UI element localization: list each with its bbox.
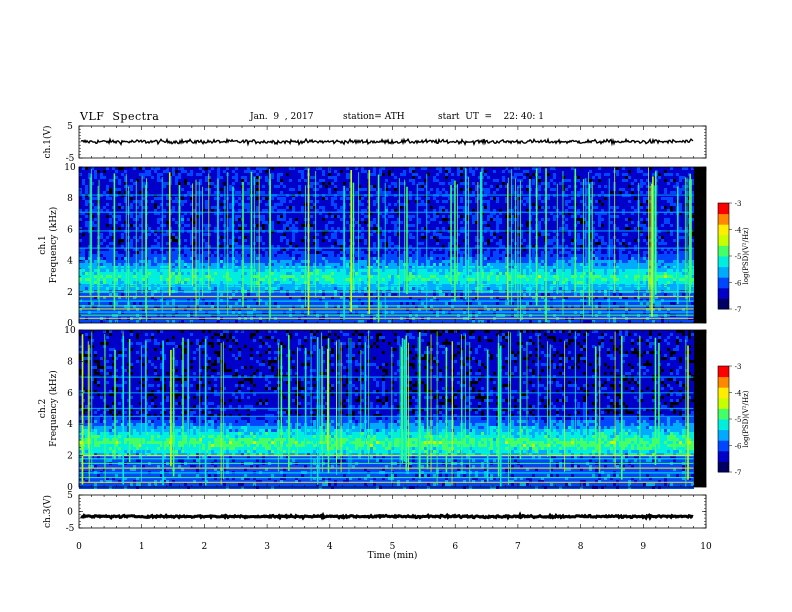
ch3-waveform-ylabel: ch.3(V) [42,495,53,528]
ch2-spectrogram-image [79,330,706,489]
date-label: Jan. 9 , 2017 [250,112,313,122]
x-tick-label: 10 [700,542,712,552]
ch2-spectrogram-colorbar [717,365,732,473]
colorbar-tick-label: -4 [735,227,742,235]
y-tick-label: 0 [67,483,73,493]
y-tick-label: -5 [66,154,75,164]
y-tick-label: 4 [67,420,73,430]
figure-title: VLF Spectra [80,110,159,123]
ch1-waveform-ylabel: ch.1(V) [42,126,53,159]
colorbar-tick-label: -3 [735,363,742,371]
y-tick-label: 5 [67,491,73,501]
y-tick-label: 2 [67,452,73,462]
colorbar-tick-label: -6 [735,443,742,451]
colorbar-tick-label: -3 [735,200,742,208]
ch2-spectrogram-ylabel-1: ch.2 [38,399,48,418]
ch2-spectrogram-ylabel-2: Frequency (kHz) [48,370,59,447]
y-tick-label: 10 [64,326,76,336]
x-tick-label: 6 [452,542,458,552]
x-tick-label: 2 [202,542,208,552]
ch1-spectrogram-colorbar [717,202,732,310]
y-tick-label: 8 [67,357,73,367]
ch2-spectrogram-colorbar-label: log(PSD)(V²/Hz) [742,390,750,447]
x-tick-label: 9 [640,542,646,552]
ch1-spectrogram-ylabel-2: Frequency (kHz) [48,207,59,284]
colorbar-tick-label: -5 [735,253,742,261]
y-tick-label: 10 [64,163,76,173]
x-tick-label: 5 [390,542,396,552]
y-tick-label: 0 [67,319,73,329]
colorbar-tick-label: -6 [735,280,742,288]
ch1-spectrogram-colorbar-label: log(PSD)(V²/Hz) [742,227,750,284]
colorbar-tick-label: -7 [735,469,742,477]
x-tick-label: 8 [578,542,584,552]
y-tick-label: 6 [67,225,73,235]
y-tick-label: 6 [67,389,73,399]
y-tick-label: 5 [67,122,73,132]
colorbar-tick-label: -5 [735,416,742,424]
station-label: station= ATH [343,112,405,122]
ch1-waveform-trace [80,137,694,147]
x-tick-label: 0 [76,542,82,552]
y-tick-label: -5 [66,524,75,534]
ch1-spectrogram-image [79,167,706,323]
y-tick-label: 2 [67,288,73,298]
x-axis-label: Time (min) [368,550,418,561]
x-tick-label: 1 [139,542,145,552]
x-tick-label: 4 [327,542,333,552]
y-tick-label: 8 [67,194,73,204]
start-ut-label: start UT = 22: 40: 1 [438,112,544,122]
ch1-spectrogram-ylabel-1: ch.1 [38,235,48,254]
x-tick-label: 7 [515,542,521,552]
colorbar-tick-label: -7 [735,306,742,314]
y-tick-label: 4 [67,257,73,267]
colorbar-tick-label: -4 [735,390,742,398]
x-tick-label: 3 [264,542,270,552]
ch3-waveform-trace [80,511,694,521]
y-tick-label: 0 [67,508,73,518]
ch3-waveform-frame [78,494,707,529]
